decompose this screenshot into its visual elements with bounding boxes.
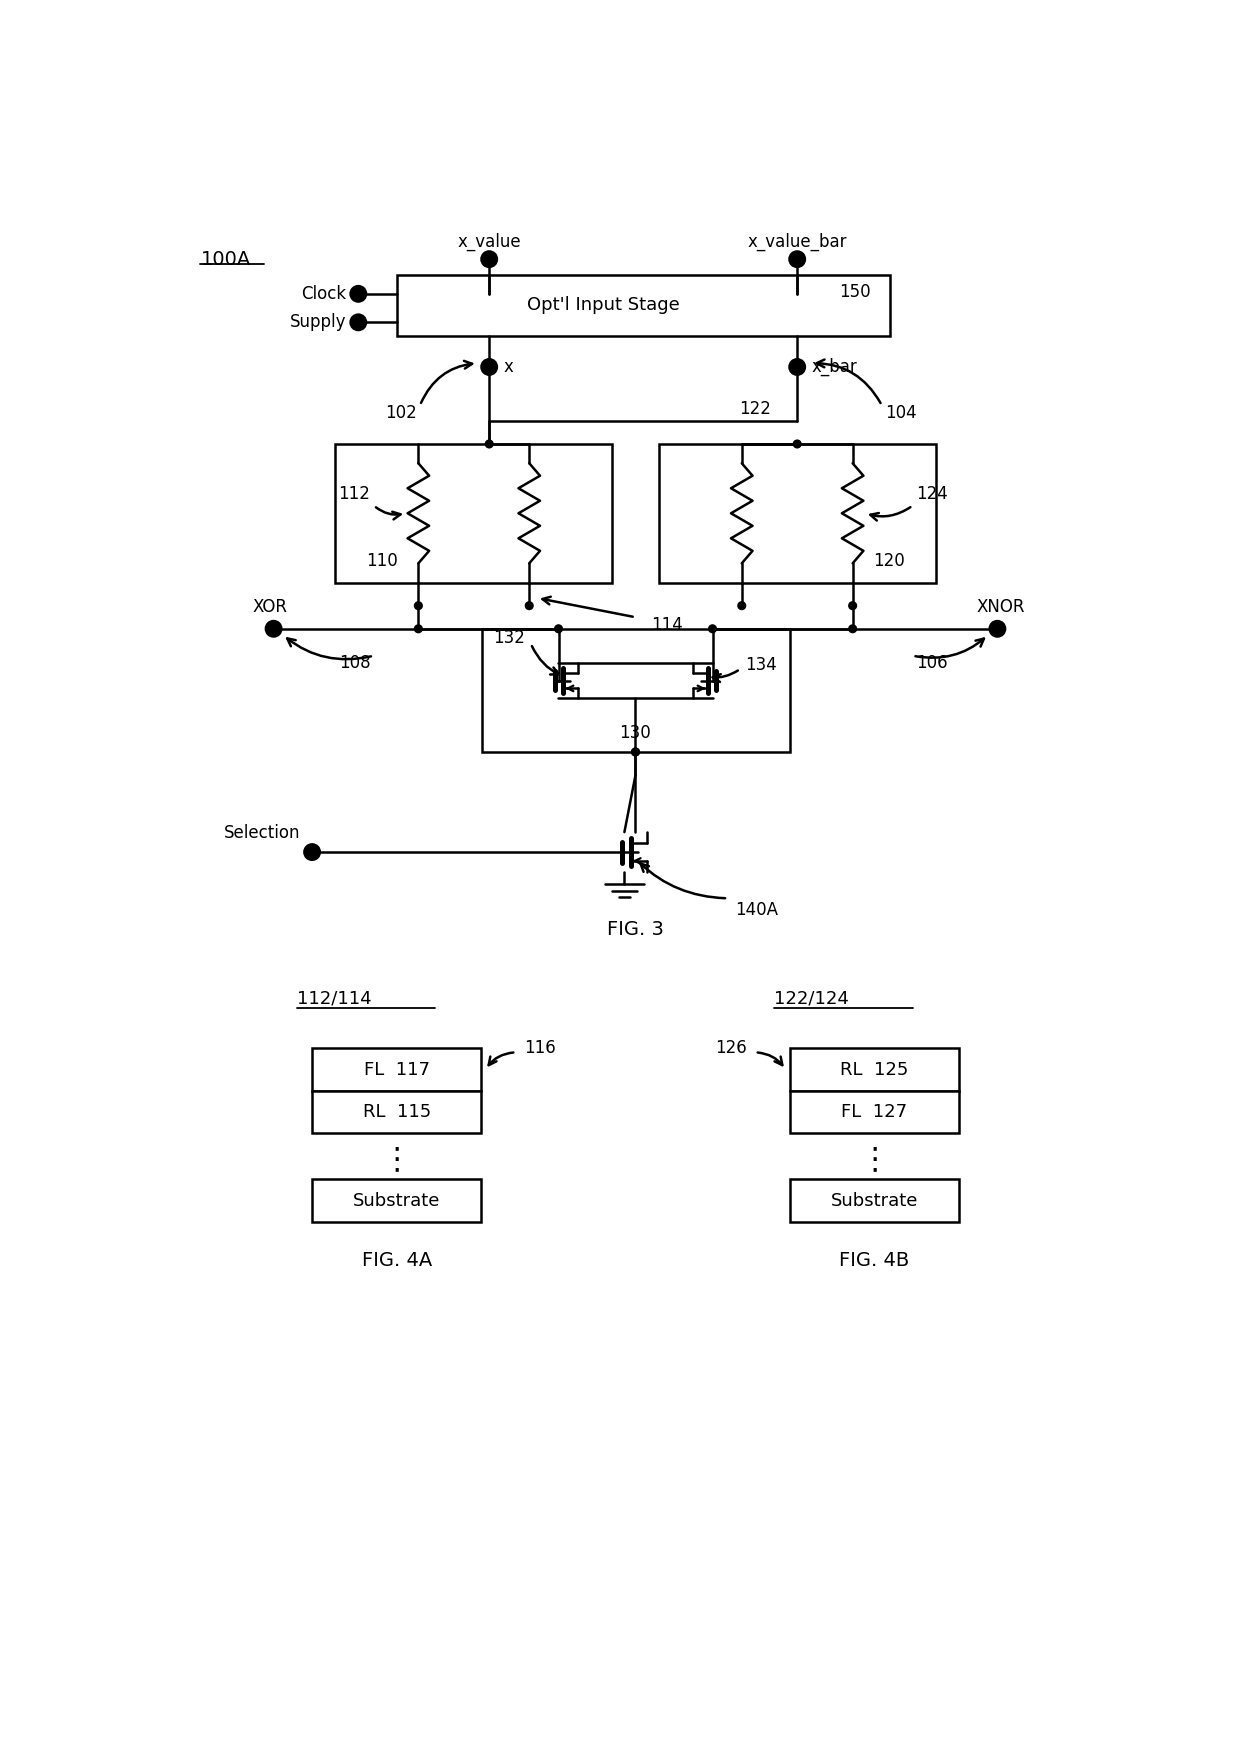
Text: 126: 126 bbox=[715, 1040, 748, 1057]
Bar bbox=[335, 444, 613, 583]
Text: 120: 120 bbox=[873, 552, 905, 571]
Text: 114: 114 bbox=[651, 617, 683, 634]
Text: 102: 102 bbox=[384, 403, 417, 423]
Text: RL  115: RL 115 bbox=[362, 1103, 432, 1121]
Text: 140A: 140A bbox=[735, 900, 779, 918]
Circle shape bbox=[849, 626, 857, 633]
Text: x: x bbox=[503, 358, 513, 375]
Text: 134: 134 bbox=[745, 655, 777, 675]
Text: 122/124: 122/124 bbox=[774, 990, 849, 1008]
Text: XOR: XOR bbox=[252, 599, 288, 617]
Circle shape bbox=[794, 440, 801, 448]
Circle shape bbox=[414, 626, 422, 633]
Text: Clock: Clock bbox=[301, 285, 347, 303]
Circle shape bbox=[790, 359, 805, 375]
Text: 116: 116 bbox=[523, 1040, 556, 1057]
Text: RL  125: RL 125 bbox=[839, 1061, 909, 1078]
Text: x_value: x_value bbox=[458, 233, 521, 252]
Circle shape bbox=[351, 315, 366, 329]
Bar bbox=[312, 1048, 481, 1091]
Text: Substrate: Substrate bbox=[831, 1191, 918, 1209]
Circle shape bbox=[849, 603, 857, 610]
Circle shape bbox=[738, 603, 745, 610]
Circle shape bbox=[631, 749, 640, 756]
Circle shape bbox=[708, 626, 717, 633]
Circle shape bbox=[481, 359, 497, 375]
Bar bbox=[790, 1179, 959, 1221]
Text: Substrate: Substrate bbox=[353, 1191, 440, 1209]
Text: FIG. 4A: FIG. 4A bbox=[362, 1251, 432, 1270]
Circle shape bbox=[554, 626, 563, 633]
Text: 112/114: 112/114 bbox=[296, 990, 371, 1008]
Text: 122: 122 bbox=[739, 400, 771, 418]
Text: 124: 124 bbox=[916, 485, 947, 502]
Text: 112: 112 bbox=[339, 485, 371, 502]
Text: 104: 104 bbox=[885, 403, 916, 423]
Text: 132: 132 bbox=[494, 629, 526, 647]
Bar bbox=[312, 1179, 481, 1221]
Bar bbox=[790, 1091, 959, 1133]
Text: 100A: 100A bbox=[201, 250, 250, 268]
Text: ⋮: ⋮ bbox=[382, 1145, 412, 1175]
Circle shape bbox=[414, 603, 422, 610]
Circle shape bbox=[351, 285, 366, 301]
Circle shape bbox=[304, 844, 320, 860]
Text: 108: 108 bbox=[339, 654, 371, 673]
Circle shape bbox=[526, 603, 533, 610]
Bar bbox=[397, 275, 889, 337]
Bar bbox=[658, 444, 936, 583]
Text: ⋮: ⋮ bbox=[859, 1145, 889, 1175]
Text: x_value_bar: x_value_bar bbox=[748, 233, 847, 252]
Circle shape bbox=[631, 749, 640, 756]
Bar bbox=[481, 629, 790, 752]
Text: 110: 110 bbox=[366, 552, 398, 571]
Text: FIG. 3: FIG. 3 bbox=[608, 920, 663, 939]
Circle shape bbox=[790, 252, 805, 266]
Circle shape bbox=[990, 620, 1006, 636]
Text: Supply: Supply bbox=[290, 314, 347, 331]
Text: x_bar: x_bar bbox=[811, 358, 857, 375]
Circle shape bbox=[481, 252, 497, 266]
Bar bbox=[790, 1048, 959, 1091]
Text: FIG. 4B: FIG. 4B bbox=[839, 1251, 909, 1270]
Bar bbox=[312, 1091, 481, 1133]
Text: XNOR: XNOR bbox=[977, 599, 1025, 617]
Text: Opt'l Input Stage: Opt'l Input Stage bbox=[527, 296, 681, 314]
Text: FL  117: FL 117 bbox=[363, 1061, 430, 1078]
Circle shape bbox=[485, 440, 494, 448]
Text: FL  127: FL 127 bbox=[841, 1103, 908, 1121]
Text: 106: 106 bbox=[916, 654, 947, 673]
Text: Selection: Selection bbox=[224, 825, 300, 842]
Text: 130: 130 bbox=[620, 724, 651, 742]
Circle shape bbox=[265, 620, 281, 636]
Text: 150: 150 bbox=[839, 282, 870, 301]
